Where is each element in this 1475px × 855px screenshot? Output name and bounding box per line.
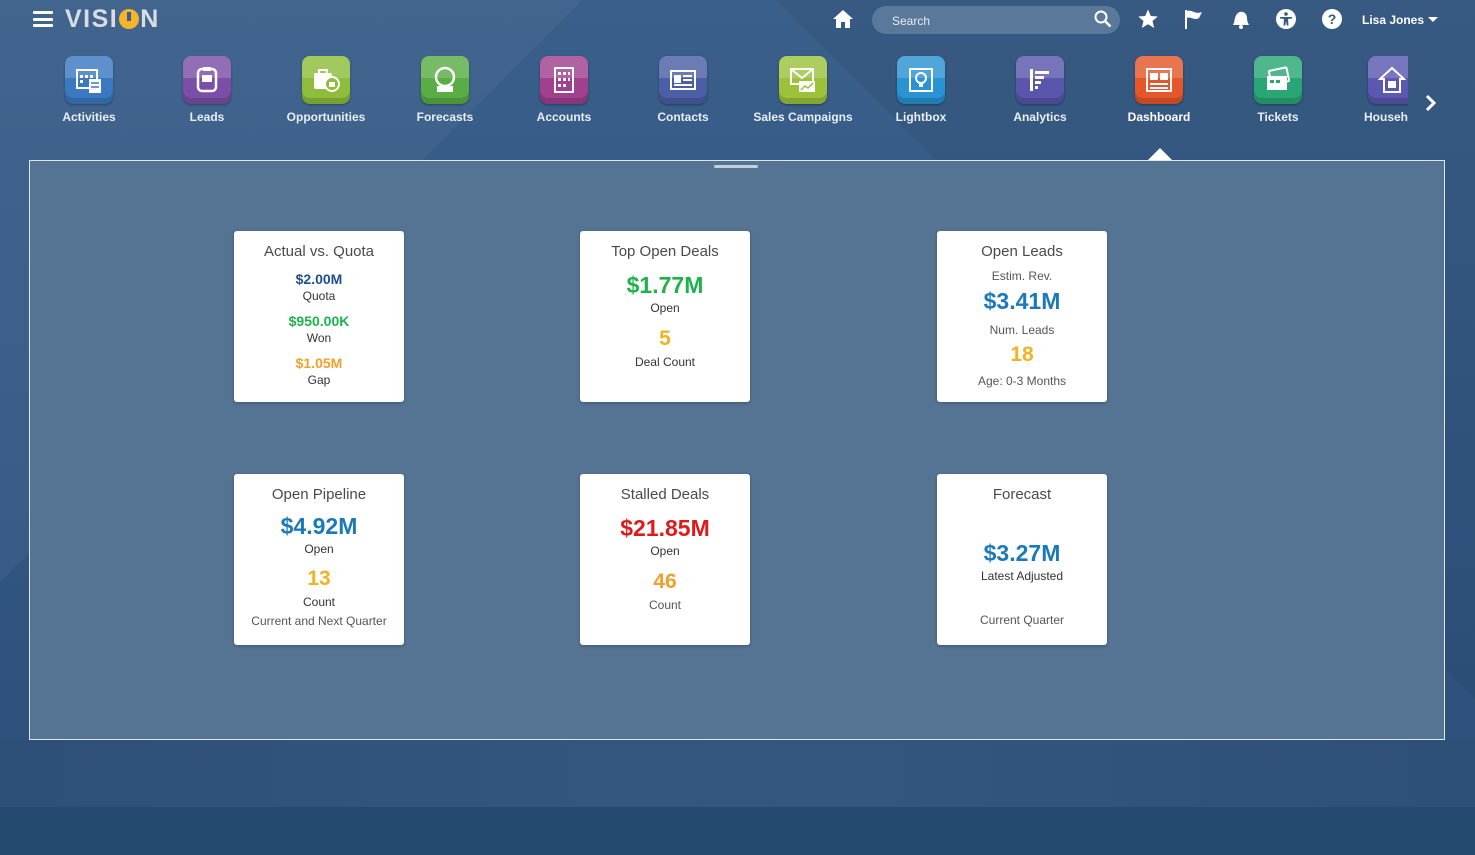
app-opportunities[interactable]: Opportunities bbox=[267, 56, 385, 124]
card-top-open-deals[interactable]: Top Open Deals $1.77M Open 5 Deal Count bbox=[580, 231, 750, 402]
app-contacts[interactable]: Contacts bbox=[624, 56, 742, 124]
open-label: Open bbox=[304, 542, 334, 556]
card-forecast[interactable]: Forecast $3.27M Latest Adjusted Current … bbox=[937, 474, 1107, 645]
app-label: Activities bbox=[62, 110, 116, 124]
won-label: Won bbox=[306, 331, 332, 345]
accounts-icon bbox=[540, 56, 588, 104]
app-label: Analytics bbox=[1013, 110, 1067, 124]
app-dashboard[interactable]: Dashboard bbox=[1100, 56, 1218, 124]
search-input[interactable] bbox=[890, 11, 1084, 31]
analytics-icon bbox=[1016, 56, 1064, 104]
springboard: Activities Leads Opportunities Forecasts… bbox=[0, 56, 1475, 136]
chevron-down-icon bbox=[1428, 17, 1439, 22]
lightbox-icon bbox=[897, 56, 945, 104]
card-title: Open Pipeline bbox=[271, 486, 367, 503]
favorites-star-icon[interactable] bbox=[1137, 8, 1159, 30]
estimated-revenue-label: Estim. Rev. bbox=[991, 269, 1053, 283]
sales-campaigns-icon bbox=[779, 56, 827, 104]
period-label: Current Quarter bbox=[979, 613, 1065, 627]
app-label: Dashboard bbox=[1127, 110, 1191, 124]
won-value: $950.00K bbox=[288, 313, 350, 329]
accessibility-icon[interactable] bbox=[1275, 8, 1297, 30]
home-icon[interactable] bbox=[832, 9, 854, 29]
open-value: $4.92M bbox=[280, 513, 358, 539]
forecast-value: $3.27M bbox=[983, 540, 1061, 566]
app-label: Accounts bbox=[536, 110, 592, 124]
app-label: Lightbox bbox=[895, 110, 947, 124]
svg-text:?: ? bbox=[1328, 11, 1337, 27]
contacts-icon bbox=[659, 56, 707, 104]
estimated-revenue-value: $3.41M bbox=[983, 288, 1061, 314]
app-households[interactable]: Househ bbox=[1338, 56, 1408, 124]
menu-icon[interactable] bbox=[33, 11, 53, 27]
card-stalled-deals[interactable]: Stalled Deals $21.85M Open 46 Count bbox=[580, 474, 750, 645]
app-activities[interactable]: Activities bbox=[30, 56, 148, 124]
gap-label: Gap bbox=[307, 373, 331, 387]
app-leads[interactable]: Leads bbox=[148, 56, 266, 124]
leads-icon bbox=[183, 56, 231, 104]
deal-count-label: Deal Count bbox=[634, 355, 696, 369]
active-app-pointer bbox=[1148, 148, 1172, 160]
period-label: Current and Next Quarter bbox=[251, 614, 387, 628]
search-icon[interactable] bbox=[1094, 10, 1112, 28]
opportunities-icon bbox=[302, 56, 350, 104]
deal-count-value: 5 bbox=[659, 327, 671, 350]
card-open-pipeline[interactable]: Open Pipeline $4.92M Open 13 Count Curre… bbox=[234, 474, 404, 645]
count-label: Count bbox=[648, 598, 682, 612]
quota-label: Quota bbox=[302, 289, 336, 303]
latest-adjusted-label: Latest Adjusted bbox=[980, 569, 1064, 583]
help-icon[interactable]: ? bbox=[1321, 8, 1343, 30]
panel-resize-handle[interactable] bbox=[714, 165, 758, 168]
count-value: 46 bbox=[653, 570, 677, 593]
count-value: 13 bbox=[307, 567, 331, 590]
card-actual-vs-quota[interactable]: Actual vs. Quota $2.00M Quota $950.00K W… bbox=[234, 231, 404, 402]
app-label: Househ bbox=[1364, 110, 1408, 124]
card-title: Forecast bbox=[992, 486, 1052, 503]
tickets-icon bbox=[1254, 56, 1302, 104]
app-analytics[interactable]: Analytics bbox=[981, 56, 1099, 124]
global-search[interactable] bbox=[872, 6, 1120, 34]
app-label: Leads bbox=[189, 110, 225, 124]
open-label: Open bbox=[650, 301, 680, 315]
app-label: Forecasts bbox=[416, 110, 474, 124]
card-title: Actual vs. Quota bbox=[263, 243, 375, 260]
user-name: Lisa Jones bbox=[1362, 13, 1425, 27]
count-label: Count bbox=[302, 595, 336, 609]
age-label: Age: 0-3 Months bbox=[977, 374, 1067, 388]
background-band bbox=[0, 740, 1475, 807]
card-title: Stalled Deals bbox=[620, 486, 710, 503]
gap-value: $1.05M bbox=[295, 355, 343, 371]
num-leads-value: 18 bbox=[1010, 343, 1034, 366]
dashboard-panel: Actual vs. Quota $2.00M Quota $950.00K W… bbox=[29, 160, 1445, 740]
app-tickets[interactable]: Tickets bbox=[1219, 56, 1337, 124]
card-title: Top Open Deals bbox=[611, 243, 719, 260]
forecasts-icon bbox=[421, 56, 469, 104]
footer-band bbox=[0, 807, 1475, 855]
flag-icon[interactable] bbox=[1183, 8, 1205, 30]
app-sales-campaigns[interactable]: Sales Campaigns bbox=[744, 56, 862, 124]
dashboard-icon bbox=[1135, 56, 1183, 104]
notifications-bell-icon[interactable] bbox=[1229, 8, 1251, 30]
user-menu[interactable]: Lisa Jones bbox=[1362, 13, 1439, 27]
app-accounts[interactable]: Accounts bbox=[505, 56, 623, 124]
activities-icon bbox=[65, 56, 113, 104]
open-value: $1.77M bbox=[626, 272, 704, 298]
num-leads-label: Num. Leads bbox=[989, 323, 1055, 337]
app-label: Contacts bbox=[657, 110, 709, 124]
households-icon bbox=[1368, 56, 1408, 104]
quota-value: $2.00M bbox=[295, 271, 343, 287]
app-forecasts[interactable]: Forecasts bbox=[386, 56, 504, 124]
open-value: $21.85M bbox=[620, 515, 710, 541]
app-label: Tickets bbox=[1257, 110, 1299, 124]
app-lightbox[interactable]: Lightbox bbox=[862, 56, 980, 124]
card-title: Open Leads bbox=[981, 243, 1063, 260]
vision-logo[interactable]: VISI N bbox=[65, 5, 160, 33]
chevron-right-icon[interactable] bbox=[1422, 92, 1440, 114]
app-label: Sales Campaigns bbox=[753, 110, 853, 124]
open-label: Open bbox=[650, 544, 680, 558]
app-label: Opportunities bbox=[286, 110, 366, 124]
card-open-leads[interactable]: Open Leads Estim. Rev. $3.41M Num. Leads… bbox=[937, 231, 1107, 402]
